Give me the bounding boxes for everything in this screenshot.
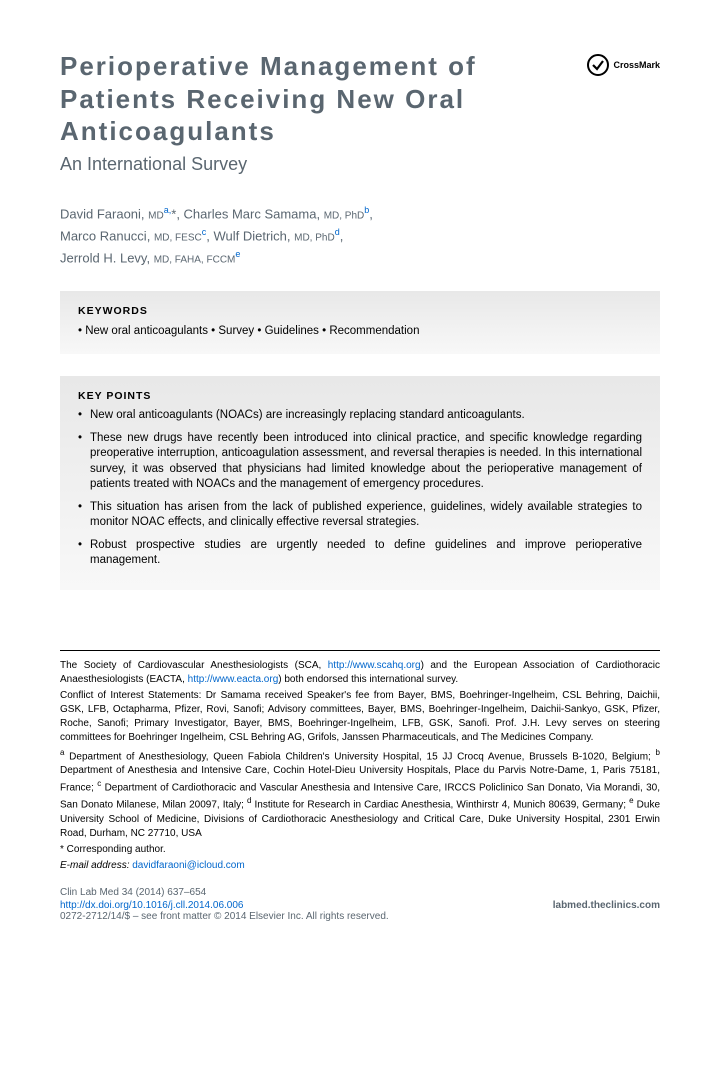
keypoints-box: KEY POINTS New oral anticoagulants (NOAC… [60, 376, 660, 590]
author-name: Jerrold H. Levy, [60, 250, 150, 265]
author-name: David Faraoni, [60, 206, 145, 221]
endorsement-note: The Society of Cardiovascular Anesthesio… [60, 659, 660, 687]
author-name: Marco Ranucci, [60, 228, 150, 243]
keywords-list: • New oral anticoagulants • Survey • Gui… [78, 323, 642, 340]
crossmark-label: CrossMark [613, 60, 660, 70]
author-degree: MD, PhD [324, 210, 365, 221]
conflict-of-interest: Conflict of Interest Statements: Dr Sama… [60, 689, 660, 745]
email-label: E-mail address: [60, 860, 132, 871]
author-affiliation-sup: d [335, 227, 340, 237]
copyright: 0272-2712/14/$ – see front matter © 2014… [60, 911, 660, 922]
journal-site[interactable]: labmed.theclinics.com [553, 900, 660, 911]
endorsement-text: ) both endorsed this international surve… [278, 674, 458, 685]
authors-block: David Faraoni, MDa,*, Charles Marc Samam… [60, 203, 660, 269]
affiliation-text: Institute for Research in Cardiac Anesth… [251, 800, 629, 811]
email-link[interactable]: davidfaraoni@icloud.com [132, 860, 244, 871]
crossmark-icon [587, 54, 609, 76]
affiliation-text: Department of Anesthesiology, Queen Fabi… [64, 751, 655, 762]
corresponding-author: * Corresponding author. [60, 843, 660, 857]
journal-footer: Clin Lab Med 34 (2014) 637–654 http://dx… [60, 887, 660, 922]
citation: Clin Lab Med 34 (2014) 637–654 [60, 887, 206, 898]
author-degree: MD, FESC [154, 232, 202, 243]
sca-link[interactable]: http://www.scahq.org [328, 660, 421, 671]
author-degree: MD, FAHA, FCCM [154, 254, 236, 265]
article-title: Perioperative Management of Patients Rec… [60, 50, 530, 148]
crossmark-badge[interactable]: CrossMark [587, 54, 660, 76]
keypoint-item: Robust prospective studies are urgently … [78, 538, 642, 569]
author-degree: MD, PhD [294, 232, 335, 243]
author-affiliation-sup: e [235, 249, 240, 259]
keypoint-item: New oral anticoagulants (NOACs) are incr… [78, 408, 642, 424]
author-name: , Charles Marc Samama, [176, 206, 320, 221]
author-degree: MD [148, 210, 164, 221]
author-affiliation-sup: b [364, 205, 369, 215]
keywords-heading: KEYWORDS [78, 305, 642, 317]
doi-link[interactable]: http://dx.doi.org/10.1016/j.cll.2014.06.… [60, 900, 243, 911]
footnotes-block: The Society of Cardiovascular Anesthesio… [60, 650, 660, 873]
affiliations: a Department of Anesthesiology, Queen Fa… [60, 747, 660, 841]
keypoint-item: This situation has arisen from the lack … [78, 500, 642, 531]
keypoints-list: New oral anticoagulants (NOACs) are incr… [78, 408, 642, 569]
author-name: , Wulf Dietrich, [206, 228, 290, 243]
eacta-link[interactable]: http://www.eacta.org [188, 674, 279, 685]
keypoints-heading: KEY POINTS [78, 390, 642, 402]
article-subtitle: An International Survey [60, 154, 530, 175]
endorsement-text: The Society of Cardiovascular Anesthesio… [60, 660, 328, 671]
affiliation-sup: b [656, 748, 660, 757]
keywords-box: KEYWORDS • New oral anticoagulants • Sur… [60, 291, 660, 354]
keypoint-item: These new drugs have recently been intro… [78, 431, 642, 493]
